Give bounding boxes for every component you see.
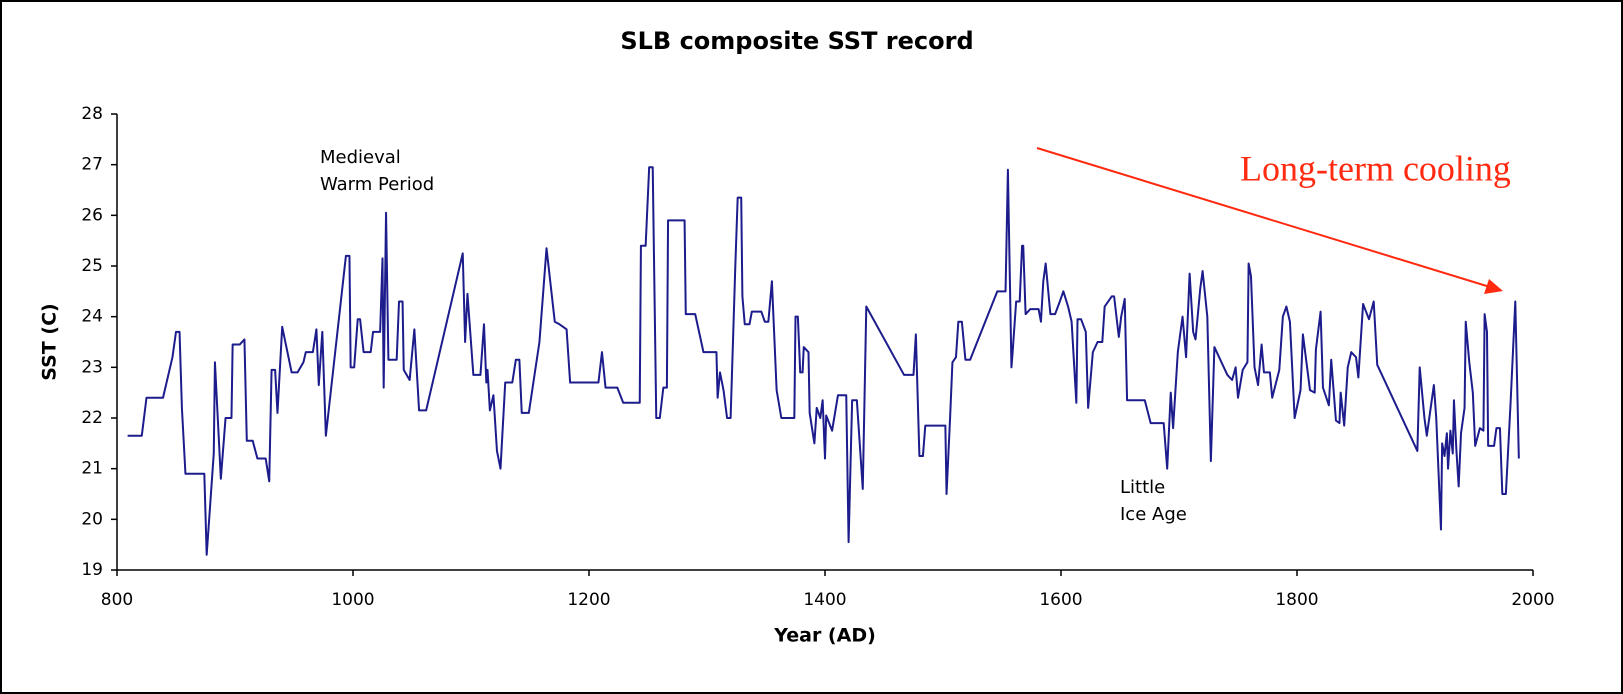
annotation: Medieval [320,147,401,168]
x-tick-label: 1000 [331,590,374,610]
x-tick-label: 2000 [1511,590,1554,610]
y-tick-label: 23 [81,357,103,377]
trend-arrow [1036,147,1491,288]
y-tick-label: 28 [81,104,103,124]
trend-label: Long-term cooling [1240,148,1511,188]
x-axis-label: Year (AD) [773,625,876,647]
x-tick-label: 800 [101,590,133,610]
annotation: Warm Period [320,174,434,195]
annotation: Ice Age [1120,504,1187,525]
y-tick-label: 24 [81,307,103,327]
x-tick-label: 1600 [1039,590,1082,610]
trend-arrow-head [1484,279,1503,294]
annotation: Little [1120,477,1165,498]
y-tick-label: 21 [81,459,103,479]
y-tick-label: 19 [81,560,103,580]
y-tick-label: 20 [81,509,103,529]
y-axis-label: SST (C) [39,303,61,380]
data-line [127,166,1520,556]
y-tick-label: 25 [81,256,103,276]
y-tick-label: 27 [81,155,103,175]
x-tick-label: 1200 [567,590,610,610]
chart-title: SLB composite SST record [620,27,973,55]
y-tick-label: 26 [81,205,103,225]
x-tick-label: 1400 [803,590,846,610]
x-tick-label: 1800 [1275,590,1318,610]
y-tick-label: 22 [81,408,103,428]
